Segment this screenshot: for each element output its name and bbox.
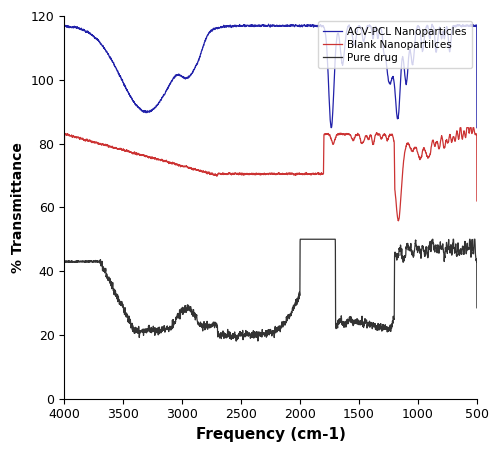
Pure drug [442,251,448,256]
Pure drug [297,236,303,242]
ACV-PCL Nanoparticles [210,27,216,32]
ACV-PCL Nanoparticles [306,23,312,28]
ACV-PCL Nanoparticles [62,125,68,130]
Blank Nanopartilces [324,131,330,137]
Blank Nanopartilces [306,172,312,177]
Line: Pure drug: Pure drug [64,239,477,341]
ACV-PCL Nanoparticles [148,108,154,114]
ACV-PCL Nanoparticles [468,21,474,27]
Blank Nanopartilces [457,125,463,130]
Pure drug [148,327,154,333]
Pure drug [256,330,262,335]
ACV-PCL Nanoparticles [474,125,480,130]
Legend: ACV-PCL Nanoparticles, Blank Nanopartilces, Pure drug: ACV-PCL Nanoparticles, Blank Nanopartilc… [318,21,472,68]
ACV-PCL Nanoparticles [256,23,262,29]
ACV-PCL Nanoparticles [324,40,330,46]
Y-axis label: % Transmittance: % Transmittance [11,142,25,273]
Pure drug [233,338,239,344]
Blank Nanopartilces [256,171,262,177]
Pure drug [474,305,480,310]
Pure drug [306,236,312,242]
Blank Nanopartilces [442,144,448,149]
Blank Nanopartilces [210,172,216,177]
Line: Blank Nanopartilces: Blank Nanopartilces [64,128,477,258]
Blank Nanopartilces [62,255,68,261]
Blank Nanopartilces [148,154,154,160]
X-axis label: Frequency (cm-1): Frequency (cm-1) [196,427,346,442]
Pure drug [62,259,68,264]
Blank Nanopartilces [474,198,480,204]
ACV-PCL Nanoparticles [442,33,448,39]
Line: ACV-PCL Nanoparticles: ACV-PCL Nanoparticles [64,24,477,128]
Pure drug [324,236,330,242]
Pure drug [210,321,216,327]
